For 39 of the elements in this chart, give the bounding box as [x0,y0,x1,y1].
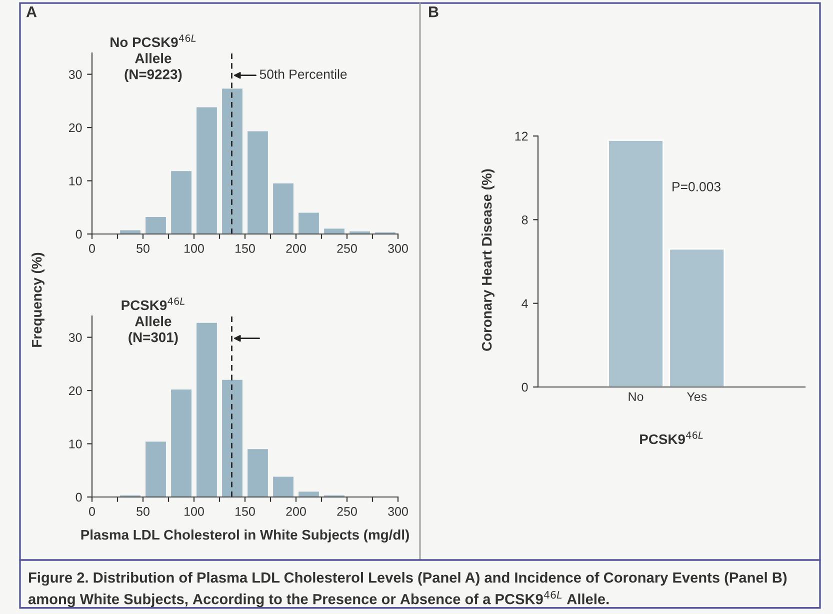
x-tick-label: 300 [388,507,408,516]
y-tick-label: 20 [69,386,82,396]
y-tick-label: 0 [76,230,82,239]
y-tick-label: 8 [522,215,528,224]
x-tick-label: 0 [89,244,95,253]
y-tick-label: 10 [69,176,82,186]
x-tick-label: Yes [686,392,707,402]
text: No PCSK9$^{46L}$ Allele (N=9223) [110,34,196,82]
x-tick-label: 250 [337,244,357,253]
y-tick-label: 30 [68,70,82,79]
x-tick-label: 50 [136,244,150,253]
y-tick-label: 0 [76,492,82,502]
y-tick-label: 12 [515,132,528,141]
x-tick-label: 200 [286,507,306,516]
x-tick-label: 50 [136,507,150,516]
chart-title: A [26,6,37,18]
x-tick-label: 100 [184,244,204,253]
x-axis-title: PCSK9$^{46L}$ [640,431,703,444]
annotation: P=0.003 [672,182,720,192]
caption: Figure 2. Distribution of Plasma LDL Cholesterol Levels (Panel A) and Incidence of Coronary Events (Panel B) among White Subjects, According to the Presence or Absence of a PCSK9$^{46L}$ Allele. [28,572,787,608]
x-tick-label: 100 [184,507,204,516]
y-tick-label: 30 [68,333,82,342]
y-tick-label: 0 [522,382,528,392]
y-axis-title: Coronary Heart Disease (%) [482,169,494,351]
y-tick-label: 20 [69,123,82,132]
y-tick-label: 10 [69,440,82,448]
x-tick-label: 200 [286,244,306,253]
annotation: PCSK9$^{46L}$ Allele (N=301) [122,298,184,345]
x-tick-label: 150 [236,507,255,516]
x-tick-label: No [628,392,644,402]
y-tick-label: 4 [522,299,528,308]
x-tick-label: 250 [337,507,357,516]
x-tick-label: 150 [236,244,255,253]
text: B [429,6,438,18]
x-axis-title: Plasma LDL Cholesterol in White Subjects (mg/dl) [81,529,409,542]
ref-line-label: 50th Percentile [260,69,347,79]
x-tick-label: 0 [89,507,95,516]
y-axis-title: Frequency (%) [32,252,44,347]
x-tick-label: 300 [388,244,408,253]
